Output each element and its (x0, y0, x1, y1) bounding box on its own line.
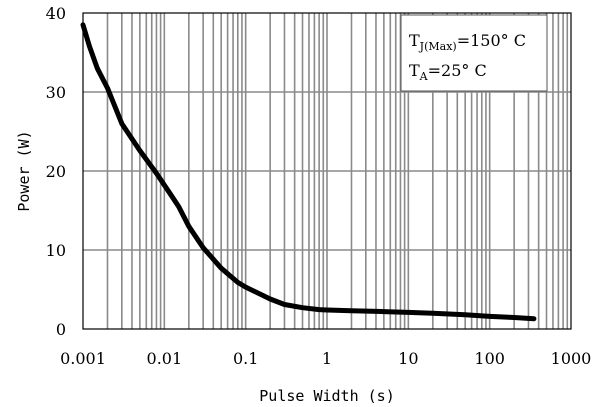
y-tick-labels: 0 10 20 30 40 (46, 4, 66, 339)
y-tick-label: 10 (46, 241, 66, 260)
y-axis-title: Power (W) (15, 130, 33, 211)
x-tick-label: 0.01 (147, 349, 183, 368)
x-axis-title: Pulse Width (s) (259, 387, 394, 405)
annotation-tj-max: TJ(Max)=150° C (409, 31, 526, 53)
y-tick-label: 40 (46, 4, 66, 23)
x-tick-label: 100 (474, 349, 505, 368)
series-line-power (80, 22, 537, 322)
x-tick-label: 0.1 (233, 349, 258, 368)
annotation-box: TJ(Max)=150° C TA=25° C (400, 14, 548, 92)
y-tick-label: 20 (46, 162, 66, 181)
x-tick-label: 10 (398, 349, 418, 368)
x-tick-label: 0.001 (60, 349, 106, 368)
plot-area-border (82, 12, 572, 330)
y-tick-label: 30 (46, 83, 66, 102)
x-tick-labels: 0.001 0.01 0.1 1 10 100 1000 (60, 349, 591, 368)
annotation-ta: TA=25° C (409, 61, 487, 83)
x-tick-label: 1 (322, 349, 332, 368)
annotation-box-background (400, 14, 548, 92)
y-tick-label: 0 (56, 320, 66, 339)
series-group (80, 22, 537, 322)
x-tick-label: 1000 (551, 349, 592, 368)
